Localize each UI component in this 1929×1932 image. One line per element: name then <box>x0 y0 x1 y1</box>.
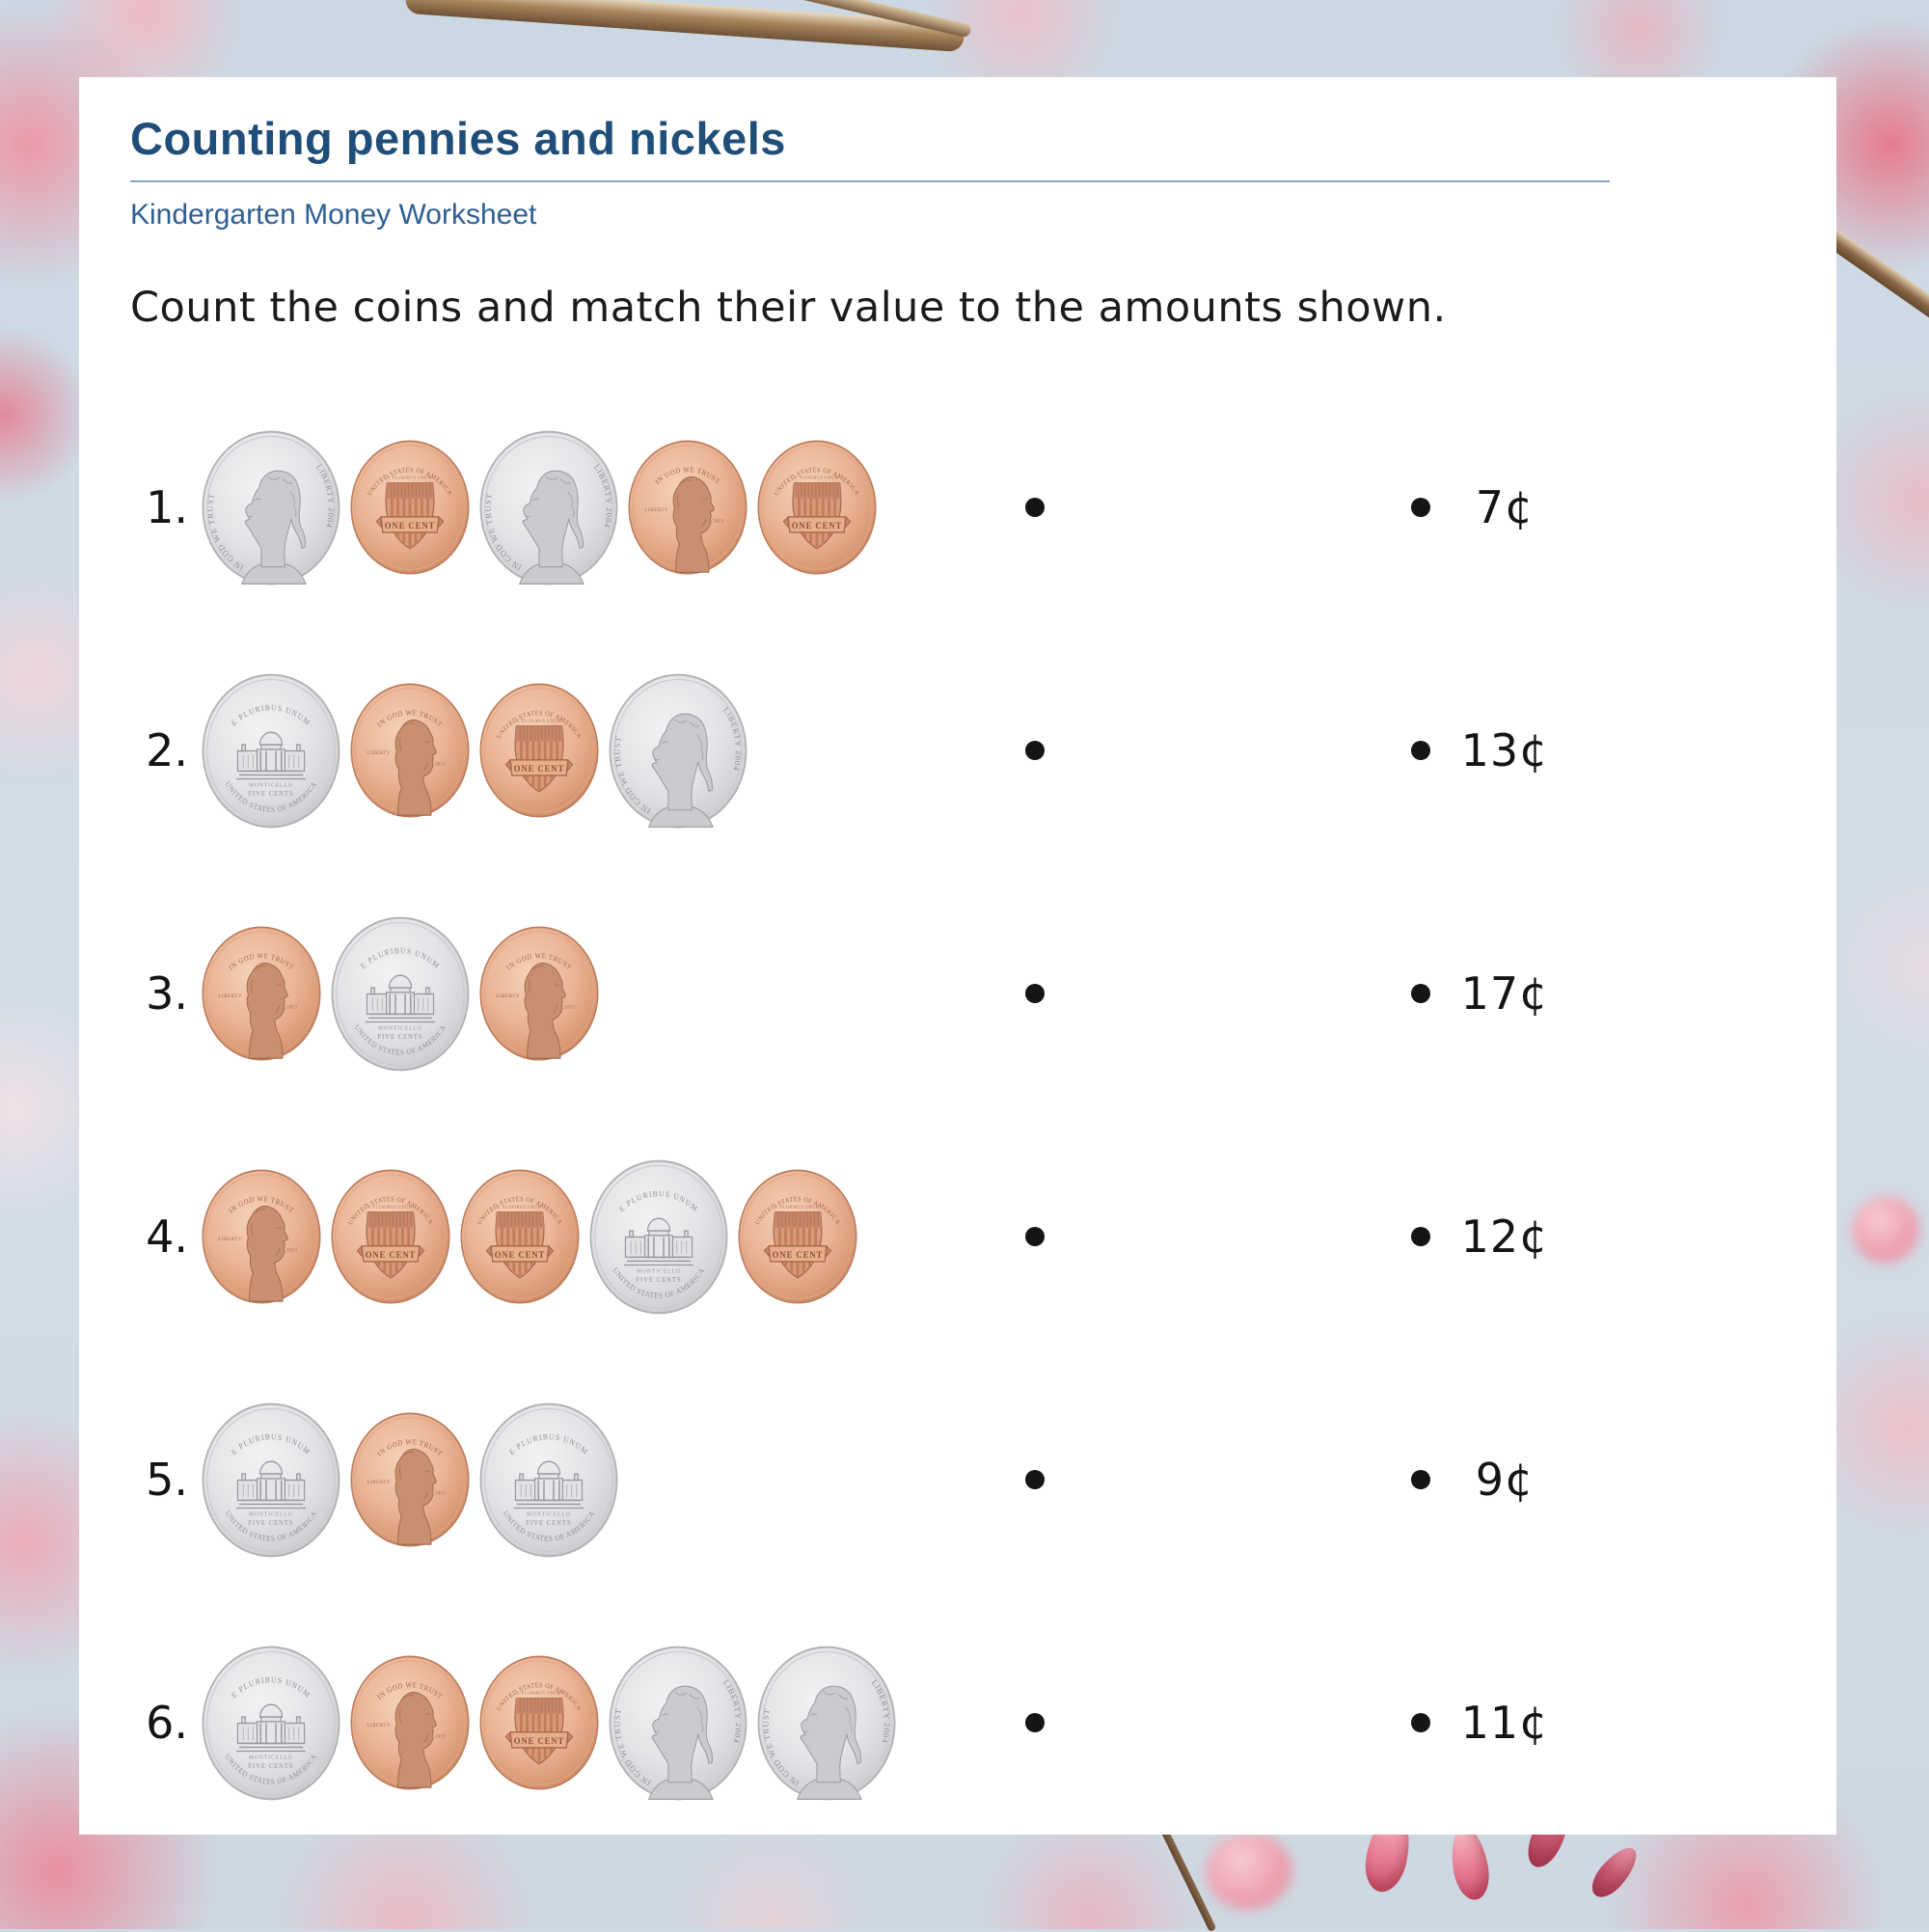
match-dot-left[interactable] <box>1025 1227 1045 1246</box>
exercise-row-1: 1. 7¢ <box>130 386 1785 629</box>
coin-nickel-obverse <box>202 430 340 585</box>
coin-nickel-obverse <box>757 1646 896 1800</box>
coin-penny-reverse <box>738 1169 857 1304</box>
exercise-row-4: 4. 12¢ <box>130 1115 1785 1358</box>
page-subtitle: Kindergarten Money Worksheet <box>130 199 537 231</box>
match-dot-right[interactable] <box>1411 1470 1430 1489</box>
coin-penny-reverse <box>479 683 599 818</box>
match-dot-left[interactable] <box>1025 984 1045 1003</box>
row-number: 3. <box>146 967 188 1020</box>
coin-strip <box>194 916 1023 1072</box>
amount-label: 7¢ <box>1475 481 1535 533</box>
coin-penny-reverse <box>479 1655 599 1790</box>
coin-nickel-reverse <box>202 673 340 828</box>
match-dot-right[interactable] <box>1411 984 1430 1003</box>
coin-strip <box>194 1402 1023 1558</box>
coin-penny-obverse <box>350 683 470 818</box>
amount-label: 9¢ <box>1475 1454 1535 1506</box>
coin-strip <box>194 673 1023 829</box>
coin-penny-obverse <box>350 1412 470 1547</box>
match-dot-left[interactable] <box>1025 1713 1045 1732</box>
coin-strip <box>194 1646 1023 1801</box>
coin-nickel-reverse <box>202 1402 340 1557</box>
coin-strip <box>194 430 1023 585</box>
coin-penny-obverse <box>202 926 321 1061</box>
coin-nickel-obverse <box>609 673 747 828</box>
worksheet-page: Counting pennies and nickels Kindergarte… <box>79 77 1836 1835</box>
title-rule <box>130 180 1610 182</box>
coin-nickel-reverse <box>202 1646 340 1800</box>
exercise-row-5: 5. 9¢ <box>130 1358 1785 1601</box>
row-number: 4. <box>146 1211 188 1263</box>
coin-strip <box>194 1159 1023 1315</box>
blossom-cluster <box>1852 1196 1919 1264</box>
row-number: 6. <box>146 1697 188 1749</box>
exercise-row-2: 2. 13¢ <box>130 629 1785 872</box>
blossom-bud <box>1585 1840 1644 1904</box>
coin-penny-obverse <box>479 926 599 1061</box>
coin-penny-reverse <box>460 1169 580 1304</box>
match-dot-right[interactable] <box>1411 1227 1430 1246</box>
coin-nickel-obverse <box>609 1646 747 1800</box>
match-dot-right[interactable] <box>1411 1713 1430 1732</box>
coin-penny-reverse <box>350 440 470 575</box>
coin-penny-obverse <box>628 440 747 575</box>
coin-nickel-reverse <box>589 1159 728 1314</box>
coin-penny-reverse <box>757 440 877 575</box>
match-dot-left[interactable] <box>1025 498 1045 517</box>
matching-exercise: 1. 7¢ 2. 13¢ 3. 17¢ 4. <box>130 386 1785 1844</box>
match-dot-left[interactable] <box>1025 1470 1045 1489</box>
exercise-row-3: 3. 17¢ <box>130 872 1785 1115</box>
coin-penny-reverse <box>331 1169 450 1304</box>
coin-nickel-reverse <box>479 1402 618 1557</box>
coin-penny-obverse <box>202 1169 321 1304</box>
amount-label: 11¢ <box>1460 1697 1549 1749</box>
blossom-cluster <box>1206 1833 1292 1910</box>
coin-nickel-obverse <box>479 430 618 585</box>
exercise-row-6: 6. 11¢ <box>130 1601 1785 1844</box>
instruction-text: Count the coins and match their value to… <box>130 284 1447 332</box>
amount-label: 12¢ <box>1460 1211 1549 1263</box>
match-dot-right[interactable] <box>1411 741 1430 760</box>
amount-label: 13¢ <box>1460 724 1549 776</box>
amount-label: 17¢ <box>1460 967 1549 1020</box>
row-number: 1. <box>146 481 188 533</box>
page-title: Counting pennies and nickels <box>130 113 786 164</box>
match-dot-right[interactable] <box>1411 498 1430 517</box>
row-number: 5. <box>146 1454 188 1506</box>
coin-penny-obverse <box>350 1655 470 1790</box>
match-dot-left[interactable] <box>1025 741 1045 760</box>
row-number: 2. <box>146 724 188 776</box>
coin-nickel-reverse <box>331 916 470 1071</box>
